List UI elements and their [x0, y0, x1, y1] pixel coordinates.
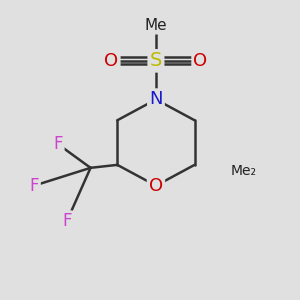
Text: Me: Me	[145, 18, 167, 33]
Text: O: O	[104, 52, 118, 70]
Text: F: F	[53, 135, 63, 153]
Text: F: F	[29, 177, 39, 195]
Text: O: O	[149, 177, 163, 195]
Text: N: N	[149, 91, 163, 109]
Text: O: O	[194, 52, 208, 70]
Text: F: F	[62, 212, 71, 230]
Text: Me₂: Me₂	[230, 164, 256, 178]
Text: S: S	[150, 51, 162, 70]
